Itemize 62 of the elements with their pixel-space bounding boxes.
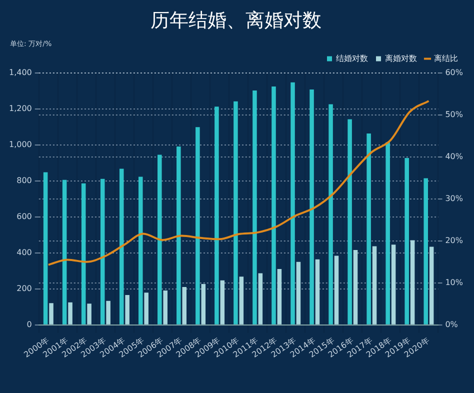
y-tick-label: 1,000 bbox=[8, 140, 32, 149]
bar bbox=[391, 244, 396, 324]
y2-tick-label: 50% bbox=[445, 110, 464, 119]
bar bbox=[290, 82, 295, 324]
bar bbox=[106, 300, 110, 324]
y-tick-label: 600 bbox=[16, 212, 32, 221]
bar bbox=[138, 176, 143, 324]
bar bbox=[176, 146, 181, 324]
bar bbox=[201, 284, 206, 324]
legend-label: 离结比 bbox=[434, 54, 458, 63]
legend-label: 结婚对数 bbox=[336, 54, 368, 63]
bar bbox=[87, 304, 92, 324]
bar bbox=[68, 302, 72, 324]
bar bbox=[239, 276, 244, 324]
bar bbox=[272, 86, 276, 324]
bar bbox=[315, 259, 320, 324]
bar bbox=[158, 154, 162, 324]
bar bbox=[234, 101, 238, 324]
bar bbox=[49, 303, 54, 324]
bar bbox=[372, 246, 377, 324]
bar bbox=[410, 240, 415, 324]
bar bbox=[125, 294, 130, 324]
y-tick-label: 1,400 bbox=[8, 68, 32, 77]
y-tick-label: 400 bbox=[16, 248, 32, 257]
bar bbox=[81, 183, 86, 324]
bar bbox=[424, 178, 428, 324]
line-series bbox=[47, 100, 430, 266]
bar bbox=[220, 280, 225, 324]
bar bbox=[277, 269, 282, 324]
y-tick-label: 1,200 bbox=[8, 104, 32, 113]
bar bbox=[429, 246, 434, 324]
bar bbox=[252, 90, 257, 324]
bar bbox=[182, 287, 187, 324]
bar bbox=[386, 142, 390, 324]
y2-tick-label: 30% bbox=[445, 194, 464, 203]
bar bbox=[100, 178, 105, 324]
bar bbox=[404, 158, 409, 324]
bar bbox=[258, 273, 263, 324]
bar bbox=[348, 119, 352, 324]
bar bbox=[62, 180, 67, 324]
bar bbox=[334, 256, 339, 324]
y2-tick-label: 40% bbox=[445, 152, 464, 161]
bar bbox=[144, 292, 148, 324]
y-tick-label: 800 bbox=[16, 176, 32, 185]
y2-tick-label: 0% bbox=[445, 320, 458, 329]
bar bbox=[196, 127, 200, 324]
y2-tick-label: 10% bbox=[445, 278, 464, 287]
bar bbox=[366, 133, 371, 324]
bar bbox=[296, 262, 301, 324]
bar bbox=[43, 172, 48, 324]
bar bbox=[353, 250, 358, 324]
y2-tick-label: 60% bbox=[445, 68, 464, 77]
y2-tick-label: 20% bbox=[445, 236, 464, 245]
bar bbox=[163, 290, 168, 324]
bar bbox=[214, 106, 219, 324]
bar bbox=[310, 90, 314, 324]
bar bbox=[119, 168, 124, 324]
y-tick-label: 200 bbox=[16, 284, 32, 293]
chart-title: 历年结婚、离婚对数 bbox=[150, 9, 322, 32]
bar bbox=[328, 104, 333, 324]
y-tick-label: 0 bbox=[26, 320, 32, 329]
legend-label: 离婚对数 bbox=[385, 54, 417, 63]
